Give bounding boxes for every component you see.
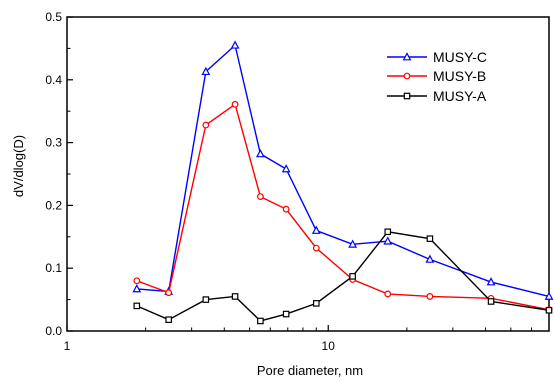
- series-line-musy-a: [136, 231, 550, 322]
- y-tick-label: 0.1: [45, 261, 62, 275]
- x-tick-label: 10: [322, 339, 336, 353]
- data-point-musy-a: [231, 293, 239, 300]
- legend-item-musy-a: MUSY-A: [387, 88, 487, 104]
- data-point-musy-a: [426, 235, 434, 242]
- data-point-musy-a: [165, 316, 172, 323]
- data-point-musy-c: [425, 254, 435, 263]
- y-tick-label: 0.5: [45, 10, 62, 24]
- legend-item-musy-b: MUSY-B: [387, 68, 486, 84]
- data-point-musy-a: [384, 228, 392, 236]
- data-point-musy-c: [383, 236, 393, 245]
- legend-label-musy-b: MUSY-B: [433, 68, 486, 84]
- data-point-musy-a: [545, 306, 553, 314]
- y-axis-title: dV/dlog(D): [11, 135, 26, 197]
- legend: MUSY-C MUSY-B MUSY-A: [387, 49, 487, 104]
- legend-marker-musy-a: [403, 92, 411, 100]
- data-point-musy-b: [257, 193, 264, 201]
- data-point-musy-b: [384, 290, 392, 298]
- data-point-musy-a: [202, 296, 210, 303]
- data-point-musy-c: [230, 40, 240, 49]
- data-point-musy-b: [133, 277, 141, 285]
- legend-label-musy-c: MUSY-C: [433, 49, 487, 65]
- data-point-musy-b: [231, 100, 239, 108]
- x-axis-title: Pore diameter, nm: [257, 363, 363, 378]
- data-point-musy-c: [256, 149, 265, 158]
- y-tick-label: 0.0: [45, 324, 62, 338]
- series-group: [132, 40, 554, 325]
- legend-item-musy-c: MUSY-C: [387, 49, 487, 65]
- legend-marker-musy-b: [403, 72, 411, 80]
- y-tick-label: 0.3: [45, 136, 62, 150]
- data-point-musy-c: [132, 284, 142, 293]
- data-point-musy-b: [165, 289, 173, 297]
- x-tick-label: 1: [64, 339, 71, 353]
- data-point-musy-b: [426, 293, 434, 300]
- data-point-musy-c: [348, 239, 358, 248]
- data-point-musy-c: [311, 225, 321, 234]
- data-point-musy-b: [202, 121, 210, 129]
- data-point-musy-b: [282, 205, 290, 213]
- data-point-musy-b: [312, 244, 320, 252]
- series-musy-a: [133, 228, 553, 325]
- y-tick-label: 0.2: [45, 198, 62, 212]
- legend-marker-musy-c: [402, 52, 412, 61]
- data-point-musy-a: [349, 273, 356, 280]
- y-tick-label: 0.4: [45, 73, 62, 87]
- data-point-musy-c: [486, 277, 496, 286]
- series-line-musy-c: [136, 43, 550, 298]
- data-point-musy-a: [282, 310, 290, 318]
- data-point-musy-a: [312, 300, 320, 307]
- data-point-musy-a: [487, 298, 495, 305]
- data-point-musy-a: [133, 302, 141, 310]
- series-line-musy-b: [136, 103, 550, 311]
- data-point-musy-c: [281, 164, 291, 173]
- axes: 0.0 0.1 0.2 0.3 0.4 0.5 1 10: [45, 10, 550, 353]
- data-point-musy-c: [201, 66, 211, 76]
- data-point-musy-c: [544, 291, 554, 300]
- data-point-musy-a: [257, 317, 264, 325]
- legend-label-musy-a: MUSY-A: [433, 88, 487, 104]
